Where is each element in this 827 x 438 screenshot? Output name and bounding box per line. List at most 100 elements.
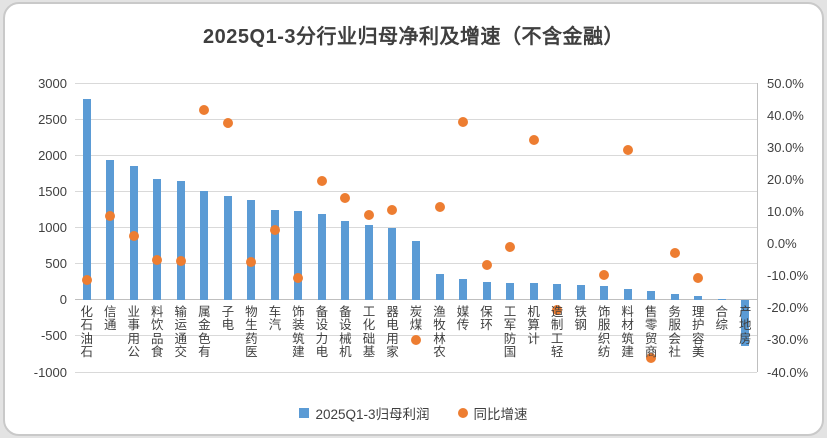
growth-dot-国防军工 (505, 242, 516, 253)
x-axis-label-交通运输: 交通运输 (172, 304, 190, 384)
x-axis-label-char: 事 (127, 318, 141, 333)
growth-dot-食品饮料 (152, 254, 163, 265)
left-axis-tick: 2500 (38, 111, 67, 127)
left-axis-tick: 3000 (38, 75, 67, 91)
bar-国防军工 (506, 282, 515, 300)
x-axis-label-通信: 通信 (101, 305, 119, 384)
x-axis-label-char: 用 (127, 331, 141, 346)
bar-石油石化 (82, 98, 91, 300)
x-axis-label-char: 售 (644, 304, 658, 319)
x-axis-label-char: 算 (527, 318, 540, 333)
x-axis-label-char: 建 (292, 345, 305, 360)
growth-dot-纺织服饰 (599, 270, 610, 281)
x-axis-label-char: 生 (245, 318, 258, 333)
x-axis-label-char: 钢 (574, 318, 587, 333)
right-axis-tick: -30.0% (767, 332, 809, 348)
x-axis-label-char: 牧 (433, 318, 446, 333)
x-axis-label-char: 林 (433, 331, 446, 346)
secondary-axis-line (757, 83, 758, 372)
x-axis-label-char: 制 (550, 318, 564, 333)
left-axis-tick: -500 (40, 328, 67, 344)
x-axis-label-char: 石 (80, 318, 93, 333)
x-axis-label-char: 保 (480, 304, 493, 319)
growth-dot-有色金属 (199, 104, 210, 115)
x-axis-label-轻工制造: 轻工制造 (548, 304, 566, 384)
x-axis-label-char: 传 (456, 318, 470, 333)
bar-汽车 (270, 210, 279, 300)
x-axis-label-char: 商 (644, 345, 658, 360)
x-axis-label-char: 通 (104, 318, 117, 333)
bar-食品饮料 (153, 179, 162, 300)
x-axis-label-char: 金 (198, 318, 211, 333)
gridline (75, 190, 757, 192)
right-axis-tick: 10.0% (767, 203, 804, 219)
x-axis-label-基础化工: 基础化工 (360, 305, 378, 384)
bar-环保 (482, 282, 491, 300)
x-axis-label-char: 电 (315, 345, 329, 360)
x-axis-label-char: 地 (738, 318, 752, 333)
legend: 2025Q1-3归母利润 同比增速 (5, 403, 822, 423)
bar-通信 (106, 160, 115, 300)
bar-计算机 (529, 283, 538, 300)
x-axis-label-char: 工 (503, 304, 517, 319)
x-axis-label-纺织服饰: 纺织服饰 (595, 305, 613, 384)
x-axis-label-char: 化 (80, 304, 93, 319)
x-axis-label-char: 铁 (574, 304, 587, 319)
bar-轻工制造 (553, 284, 562, 300)
x-axis-label-char: 力 (315, 331, 329, 346)
left-axis-tick: 0 (59, 292, 67, 308)
legend-item-profit: 2025Q1-3归母利润 (299, 403, 430, 423)
x-axis-label-char: 化 (362, 318, 376, 333)
bar-交通运输 (176, 181, 185, 300)
growth-dot-机械设备 (340, 193, 351, 204)
growth-dot-轻工制造 (552, 305, 563, 316)
x-axis-label-建筑装饰: 建筑装饰 (289, 305, 307, 384)
x-axis-label-char: 品 (151, 331, 164, 346)
bar-社会服务 (670, 294, 679, 300)
x-axis-label-char: 服 (668, 318, 681, 333)
x-axis-label-char: 军 (503, 318, 517, 333)
growth-dot-交通运输 (175, 255, 186, 266)
x-axis-label-家用电器: 家用电器 (383, 305, 401, 384)
x-axis-label-综合: 综合 (713, 305, 731, 384)
x-axis-label-char: 础 (362, 331, 376, 346)
x-axis-label-char: 汽 (268, 318, 282, 333)
x-axis-label-char: 业 (127, 304, 141, 319)
x-axis-label-char: 输 (174, 304, 188, 319)
growth-dot-通信 (105, 210, 116, 221)
growth-dot-计算机 (528, 135, 539, 146)
x-axis-label-char: 织 (597, 331, 611, 346)
x-axis-label-char: 物 (245, 304, 258, 319)
chart-card: 2025Q1-3分行业归母净利及增速（不含金融） 2025Q1-3归母利润 同比… (3, 2, 824, 436)
x-axis-label-char: 建 (621, 345, 634, 360)
growth-dot-建筑装饰 (293, 273, 304, 284)
gridline (75, 118, 757, 120)
x-axis-label-char: 造 (550, 304, 564, 319)
left-axis-tick: 1500 (38, 183, 67, 199)
x-axis-label-有色金属: 有色金属 (195, 305, 213, 384)
right-axis-tick: 20.0% (767, 171, 804, 187)
x-axis-label-建筑材料: 建筑材料 (619, 305, 637, 384)
bar-series-swatch-icon (299, 408, 310, 418)
x-axis-label-房地产: 房地产 (736, 305, 754, 384)
x-axis-label-char: 交 (174, 345, 188, 360)
growth-dot-公用事业 (128, 230, 139, 241)
bar-机械设备 (341, 220, 350, 300)
growth-dot-商贸零售 (646, 352, 657, 363)
bar-家用电器 (388, 227, 397, 300)
x-axis-label-机械设备: 机械设备 (336, 305, 354, 384)
x-axis-label-char: 油 (80, 331, 93, 346)
x-axis-label-char: 容 (691, 331, 705, 346)
left-axis-tick: 500 (45, 256, 67, 272)
right-axis-tick: 30.0% (767, 139, 804, 155)
bar-传媒 (459, 278, 468, 300)
bar-农林牧渔 (435, 274, 444, 300)
right-axis-tick: -10.0% (767, 268, 809, 284)
growth-dot-医药生物 (246, 256, 257, 267)
x-axis-label-char: 械 (339, 331, 352, 346)
bar-有色金属 (200, 191, 209, 300)
x-axis-label-char: 渔 (433, 304, 446, 319)
gridline (75, 371, 757, 373)
growth-dot-汽车 (269, 225, 280, 236)
x-axis-label-char: 会 (668, 331, 681, 346)
